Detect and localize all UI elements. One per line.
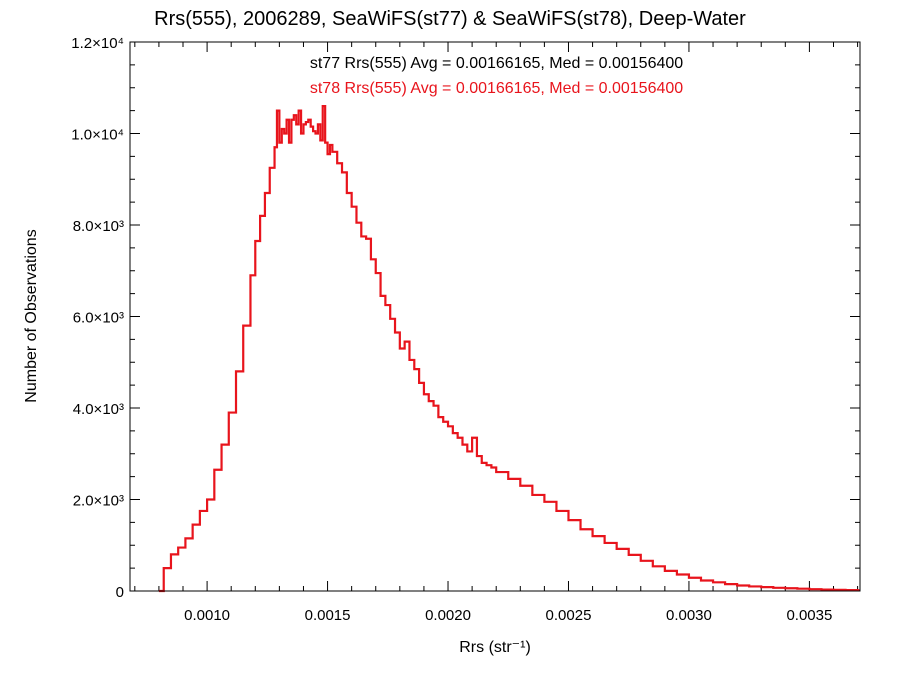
x-tick-label: 0.0010 [184, 607, 230, 624]
x-axis-label: Rrs (str⁻¹) [459, 639, 531, 656]
x-tick-label: 0.0025 [546, 607, 592, 624]
x-tick-label: 0.0035 [786, 607, 832, 624]
y-tick-label: 2.0×10³ [73, 493, 124, 510]
plot-frame [129, 41, 861, 592]
annotation-st78: st78 Rrs(555) Avg = 0.00166165, Med = 0.… [309, 80, 684, 97]
y-tick-label: 0 [116, 584, 124, 601]
tick-labels: 0.0010 0.0015 0.0020 0.0025 0.0030 0.0035 0 2.0… [71, 35, 832, 624]
x-tick-label: 0.0020 [425, 607, 471, 624]
y-axis-label: Number of Observations [23, 229, 40, 403]
chart-title: Rrs(555), 2006289, SeaWiFS(st77) & SeaWi… [154, 8, 746, 30]
axis-ticks [130, 41, 860, 592]
series-st78-step-line [158, 104, 860, 593]
annotation-st77: st77 Rrs(555) Avg = 0.00166165, Med = 0.… [309, 55, 684, 72]
x-tick-label: 0.0015 [305, 607, 351, 624]
x-tick-label: 0.0030 [666, 607, 712, 624]
y-tick-label: 1.2×10⁴ [71, 35, 124, 52]
y-tick-label: 1.0×10⁴ [71, 127, 124, 144]
y-tick-label: 4.0×10³ [73, 401, 124, 418]
y-tick-label: 8.0×10³ [73, 218, 124, 235]
y-tick-label: 6.0×10³ [73, 310, 124, 327]
